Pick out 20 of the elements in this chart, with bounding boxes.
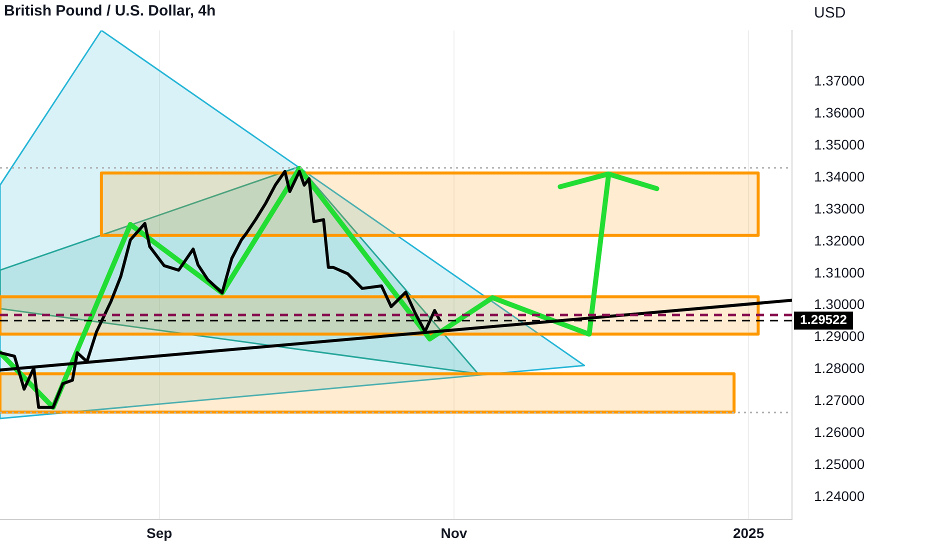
y-tick-label: 1.34000 [814,168,865,184]
y-tick-label: 1.26000 [814,424,865,440]
y-tick-label: 1.32000 [814,232,865,248]
y-tick-label: 1.30000 [814,296,865,312]
chart-title: British Pound / U.S. Dollar, 4h [4,2,216,20]
y-axis-title: USD [814,4,846,22]
y-tick-label: 1.35000 [814,136,865,152]
x-tick-label: 2025 [732,524,764,541]
y-tick-label: 1.27000 [814,392,865,408]
y-tick-label: 1.24000 [814,488,865,504]
y-tick-label: 1.31000 [814,264,865,280]
x-tick-label: Nov [440,524,468,541]
y-tick-label: 1.33000 [814,200,865,216]
y-tick-label: 1.28000 [814,360,865,376]
y-tick-label: 1.29000 [814,328,865,344]
y-tick-label: 1.36000 [814,104,865,120]
x-tick-label: Sep [146,524,172,541]
ref-line-label: 1.29522 [800,312,847,328]
y-tick-label: 1.37000 [814,72,865,88]
y-tick-label: 1.25000 [814,456,865,472]
